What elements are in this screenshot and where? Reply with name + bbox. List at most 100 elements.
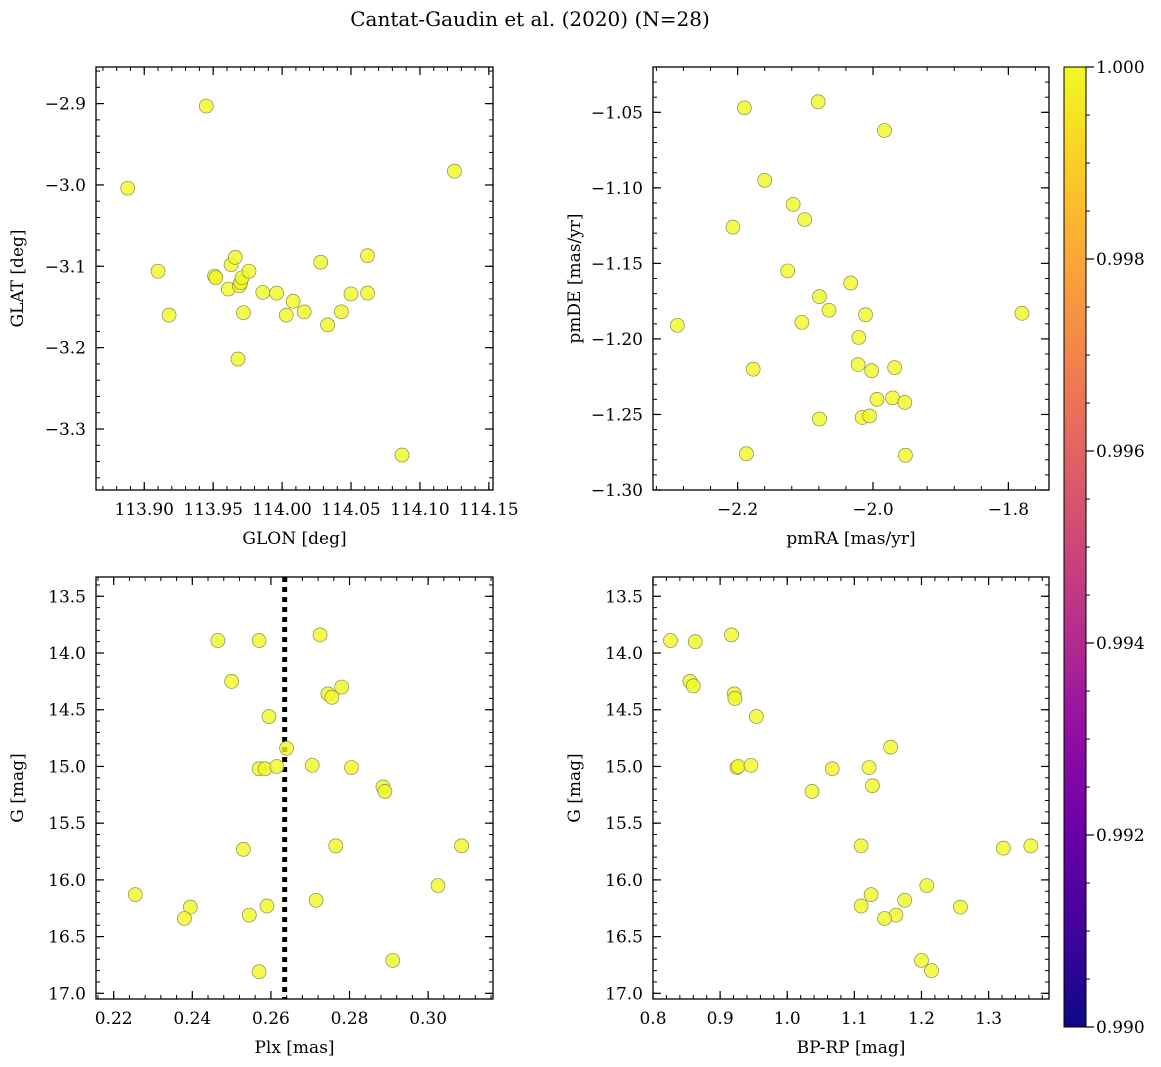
scatter-point xyxy=(745,361,761,377)
x-axis-label: Plx [mas] xyxy=(254,1038,334,1058)
scatter-point xyxy=(865,778,880,794)
scatter-point xyxy=(227,250,243,265)
scatter-point xyxy=(821,302,837,318)
colorbar-tick-label: 0.992 xyxy=(1096,826,1145,846)
colorbar-tick-label: 0.994 xyxy=(1096,634,1145,654)
scatter-point xyxy=(230,351,246,367)
scatter-point xyxy=(863,887,879,902)
axes-frame xyxy=(95,66,494,491)
scatter-point xyxy=(824,761,840,777)
x-tick-label: −2.0 xyxy=(852,500,893,520)
scatter-point xyxy=(241,263,257,279)
scatter-point xyxy=(843,275,859,291)
scatter-point xyxy=(883,739,898,755)
axes-frame xyxy=(652,576,1050,1000)
y-tick-label: 16.5 xyxy=(48,928,86,948)
scatter-point xyxy=(261,709,277,724)
scatter-point xyxy=(850,357,866,372)
scatter-point xyxy=(757,172,773,188)
x-tick-label: 0.22 xyxy=(95,1009,133,1029)
y-tick-label: −3.2 xyxy=(45,339,86,359)
scatter-point xyxy=(727,691,743,706)
panel-plx-g: 0.22 0.24 0.26 0.28 0.30 13.5 14.0 14.5 15.0 15.5… xyxy=(8,576,494,1058)
scatter-point xyxy=(334,304,349,320)
y-tick-label: 16.5 xyxy=(605,928,643,948)
x-tick-label: 0.30 xyxy=(409,1009,447,1029)
colorbar-tick-label: 0.990 xyxy=(1096,1018,1145,1038)
scatter-point xyxy=(794,314,810,330)
scatter-point xyxy=(343,286,359,302)
scatter-point xyxy=(897,892,913,908)
scatter-point xyxy=(670,317,685,333)
scatter-point xyxy=(804,784,820,799)
y-tick-label: 15.5 xyxy=(605,814,643,834)
x-tick-label: −1.8 xyxy=(988,500,1029,520)
x-tick-label: 114.05 xyxy=(321,500,380,520)
y-tick-label: −3.3 xyxy=(45,420,86,440)
scatter-point xyxy=(394,447,410,463)
scatter-point xyxy=(730,759,746,774)
x-tick-label: 0.28 xyxy=(331,1009,369,1029)
scatter-point xyxy=(296,304,312,320)
colorbar-tick-label: 0.998 xyxy=(1096,250,1145,270)
scatter-point xyxy=(198,98,214,114)
y-tick-label: −1.10 xyxy=(591,179,643,199)
scatter-point xyxy=(862,408,877,424)
scatter-point xyxy=(785,197,801,212)
x-tick-label: 114.10 xyxy=(390,500,449,520)
scatter-point xyxy=(724,627,739,643)
scatter-point xyxy=(685,678,701,694)
panel-glon-glat: 113.90 113.95 114.00 114.05 114.10 114.15 −2.9… xyxy=(8,66,519,549)
scatter-point xyxy=(269,285,284,301)
y-tick-label: 16.0 xyxy=(48,871,86,891)
scatter-point xyxy=(454,838,469,854)
scatter-point xyxy=(924,963,939,978)
scatter-point xyxy=(224,674,239,689)
scatter-point xyxy=(308,892,324,908)
colorbar: 0.990 0.992 0.994 0.996 0.998 1.000 xyxy=(1063,58,1145,1038)
scatter-point xyxy=(278,307,294,323)
y-tick-label: −3.1 xyxy=(45,257,86,277)
scatter-point xyxy=(360,248,375,264)
axes-frame xyxy=(652,66,1050,491)
colorbar-tick-label: 1.000 xyxy=(1096,58,1145,78)
x-tick-label: 1.0 xyxy=(774,1009,801,1029)
colorbar-tick-label: 0.996 xyxy=(1096,442,1145,462)
scatter-point xyxy=(739,446,754,462)
scatter-point xyxy=(313,254,329,270)
scatter-point xyxy=(255,284,271,300)
scatter-point xyxy=(810,94,826,110)
scatter-point xyxy=(210,633,226,648)
scatter-point xyxy=(177,911,192,926)
y-tick-label: 13.5 xyxy=(48,587,86,607)
scatter-point xyxy=(312,627,328,643)
y-axis-label: GLAT [deg] xyxy=(8,229,28,327)
scatter-point xyxy=(328,838,344,854)
scatter-point xyxy=(127,887,143,902)
scatter-point xyxy=(241,907,257,923)
y-axis-label: G [mag] xyxy=(8,753,28,822)
x-tick-label: 113.90 xyxy=(115,500,174,520)
y-tick-label: −1.20 xyxy=(591,330,643,350)
scatter-point xyxy=(377,784,393,799)
scatter-point xyxy=(663,633,678,648)
y-tick-label: −1.25 xyxy=(591,405,643,425)
scatter-point xyxy=(797,212,812,227)
scatter-point xyxy=(259,898,275,914)
scatter-point xyxy=(1023,838,1039,854)
scatter-point xyxy=(236,841,251,857)
panel-pmra-pmde: −2.2 −2.0 −1.8 −1.05 −1.10 −1.15 −1.20 −1.25 −1.… xyxy=(565,66,1050,549)
y-tick-label: 13.5 xyxy=(605,587,643,607)
scatter-point xyxy=(861,760,877,775)
scatter-point xyxy=(236,305,251,321)
scatter-point xyxy=(812,289,827,304)
scatter-point xyxy=(858,307,873,323)
scatter-point xyxy=(996,840,1011,856)
y-tick-label: 14.5 xyxy=(48,701,86,721)
x-axis-label: GLON [deg] xyxy=(242,529,346,549)
scatter-point xyxy=(430,878,446,893)
x-tick-label: 1.2 xyxy=(908,1009,935,1029)
x-tick-label: 113.95 xyxy=(183,500,242,520)
axes-frame xyxy=(95,576,494,1000)
